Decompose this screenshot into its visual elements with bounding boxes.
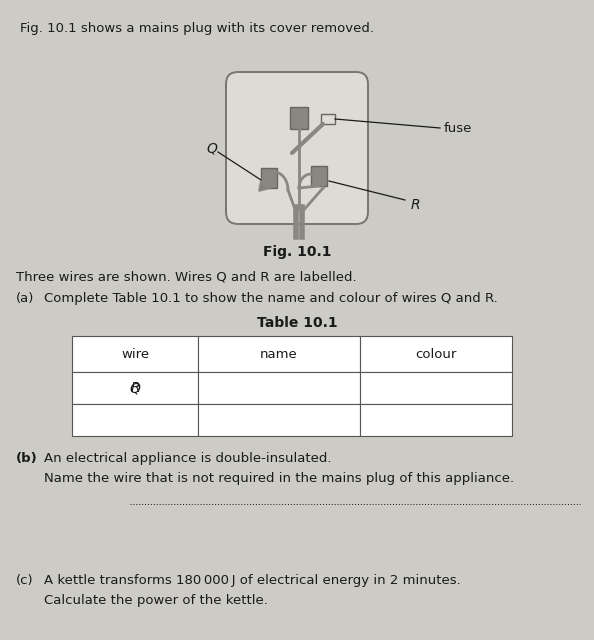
Text: Name the wire that is not required in the mains plug of this appliance.: Name the wire that is not required in th… — [44, 472, 514, 485]
Bar — [360, 404, 512, 436]
Text: An electrical appliance is double-insulated.: An electrical appliance is double-insula… — [44, 452, 331, 465]
Text: colour: colour — [415, 348, 457, 360]
Bar — [321, 114, 335, 124]
Bar — [72, 404, 198, 436]
Text: Fig. 10.1 shows a mains plug with its cover removed.: Fig. 10.1 shows a mains plug with its co… — [20, 22, 374, 35]
FancyBboxPatch shape — [226, 72, 368, 224]
Bar — [198, 336, 360, 372]
Text: A kettle transforms 180 000 J of electrical energy in 2 minutes.: A kettle transforms 180 000 J of electri… — [44, 574, 461, 587]
Text: Calculate the power of the kettle.: Calculate the power of the kettle. — [44, 594, 268, 607]
Text: Complete Table 10.1 to show the name and colour of wires Q and R.: Complete Table 10.1 to show the name and… — [44, 292, 498, 305]
Bar — [198, 372, 360, 404]
Text: wire: wire — [121, 348, 149, 360]
Text: (a): (a) — [16, 292, 34, 305]
Text: R: R — [410, 198, 420, 212]
Bar — [360, 336, 512, 372]
Text: Three wires are shown. Wires Q and R are labelled.: Three wires are shown. Wires Q and R are… — [16, 271, 356, 284]
Text: fuse: fuse — [444, 122, 472, 134]
Text: R: R — [130, 381, 140, 395]
Text: Fig. 10.1: Fig. 10.1 — [263, 245, 331, 259]
Bar — [360, 372, 512, 404]
Bar — [72, 372, 198, 404]
Text: Table 10.1: Table 10.1 — [257, 316, 337, 330]
Bar — [290, 107, 308, 129]
Text: name: name — [260, 348, 298, 360]
Bar — [261, 168, 277, 188]
Bar — [72, 336, 198, 372]
Text: Q: Q — [129, 381, 140, 395]
Text: (c): (c) — [16, 574, 34, 587]
Bar — [311, 166, 327, 186]
Bar — [198, 404, 360, 436]
Text: (b): (b) — [16, 452, 38, 465]
Text: Q: Q — [207, 141, 217, 155]
